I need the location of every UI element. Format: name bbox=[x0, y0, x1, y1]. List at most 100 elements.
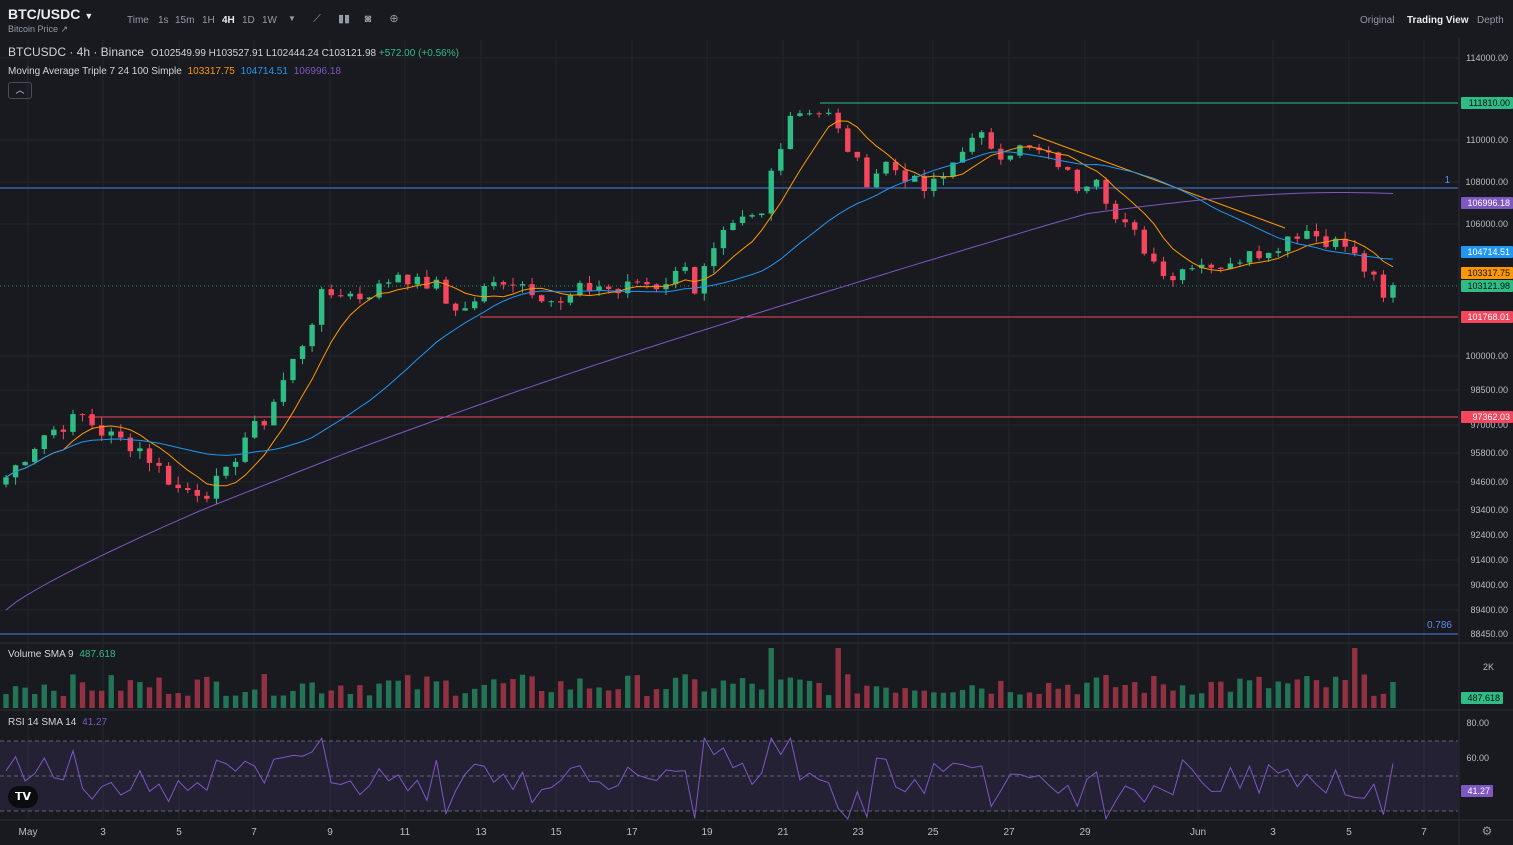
candle-body[interactable] bbox=[1189, 268, 1195, 270]
collapse-legend-button[interactable]: ︿ bbox=[8, 82, 32, 99]
candle-body[interactable] bbox=[452, 303, 459, 311]
candle-body[interactable] bbox=[118, 431, 124, 438]
candle-body[interactable] bbox=[1246, 251, 1253, 263]
candle-body[interactable] bbox=[41, 435, 47, 450]
candle-body[interactable] bbox=[1141, 229, 1147, 254]
candle-body[interactable] bbox=[443, 279, 449, 304]
candle-body[interactable] bbox=[806, 113, 813, 115]
candle-body[interactable] bbox=[950, 162, 956, 177]
candle-body[interactable] bbox=[290, 358, 296, 381]
candle-body[interactable] bbox=[328, 289, 334, 296]
candle-body[interactable] bbox=[252, 421, 258, 438]
candle-body[interactable] bbox=[1151, 253, 1157, 262]
candle-body[interactable] bbox=[242, 437, 248, 462]
candle-body[interactable] bbox=[481, 286, 487, 302]
candle-body[interactable] bbox=[739, 216, 746, 223]
candle-body[interactable] bbox=[749, 215, 755, 217]
candle-body[interactable] bbox=[768, 170, 774, 214]
candle-body[interactable] bbox=[787, 115, 794, 150]
candle-body[interactable] bbox=[1179, 269, 1186, 281]
candle-body[interactable] bbox=[385, 282, 392, 284]
candle-body[interactable] bbox=[1093, 179, 1100, 187]
candle-body[interactable] bbox=[204, 495, 210, 499]
candle-body[interactable] bbox=[538, 295, 545, 302]
candle-body[interactable] bbox=[548, 301, 554, 303]
candle-body[interactable] bbox=[1122, 219, 1128, 223]
candle-body[interactable] bbox=[1390, 285, 1396, 298]
candle-body[interactable] bbox=[1332, 238, 1339, 247]
candle-body[interactable] bbox=[1103, 179, 1109, 204]
candle-body[interactable] bbox=[338, 295, 344, 297]
candle-body[interactable] bbox=[692, 267, 698, 294]
chevron-down-icon[interactable]: ▼ bbox=[84, 11, 94, 21]
timeframe-4h[interactable]: 4H bbox=[222, 15, 235, 26]
candle-body[interactable] bbox=[605, 286, 612, 289]
candle-body[interactable] bbox=[60, 429, 67, 432]
candle-body[interactable] bbox=[70, 414, 76, 432]
candle-body[interactable] bbox=[873, 173, 880, 188]
candle-body[interactable] bbox=[280, 380, 287, 402]
view-depth[interactable]: Depth bbox=[1477, 15, 1504, 26]
tradingview-logo[interactable]: 𝗧𝗩 bbox=[8, 786, 38, 808]
candle-body[interactable] bbox=[1294, 236, 1301, 239]
candle-body[interactable] bbox=[902, 170, 908, 182]
candle-type-icon[interactable]: ▮▮ bbox=[338, 13, 351, 25]
candle-body[interactable] bbox=[1361, 253, 1368, 272]
symbol-subtitle-link[interactable]: Bitcoin Price ↗ bbox=[8, 24, 69, 34]
candle-body[interactable] bbox=[988, 132, 994, 149]
candle-body[interactable] bbox=[634, 281, 641, 283]
candle-body[interactable] bbox=[864, 157, 870, 188]
candle-body[interactable] bbox=[175, 484, 181, 489]
candle-body[interactable] bbox=[271, 401, 277, 426]
candle-body[interactable] bbox=[558, 301, 564, 303]
candle-body[interactable] bbox=[1342, 238, 1348, 247]
candle-body[interactable] bbox=[366, 297, 373, 300]
candle-body[interactable] bbox=[711, 248, 717, 267]
candle-body[interactable] bbox=[529, 284, 535, 296]
candle-body[interactable] bbox=[1227, 263, 1234, 269]
candle-body[interactable] bbox=[108, 431, 114, 436]
candle-body[interactable] bbox=[577, 282, 583, 296]
candle-body[interactable] bbox=[185, 488, 191, 490]
candle-body[interactable] bbox=[1218, 267, 1224, 269]
camera-icon[interactable]: ◙ bbox=[364, 13, 372, 25]
timeframe-1w[interactable]: 1W bbox=[262, 15, 277, 26]
candle-body[interactable] bbox=[165, 465, 172, 485]
candle-body[interactable] bbox=[1237, 262, 1243, 264]
candle-body[interactable] bbox=[318, 289, 325, 325]
candle-body[interactable] bbox=[491, 282, 497, 287]
candle-body[interactable] bbox=[376, 283, 382, 298]
view-trading-view[interactable]: Trading View bbox=[1407, 15, 1469, 26]
trend-line[interactable] bbox=[1032, 134, 1286, 229]
candle-body[interactable] bbox=[1275, 251, 1281, 253]
view-original[interactable]: Original bbox=[1360, 15, 1395, 26]
candle-body[interactable] bbox=[213, 475, 220, 499]
candle-body[interactable] bbox=[586, 282, 593, 291]
candle-body[interactable] bbox=[433, 279, 440, 289]
candle-body[interactable] bbox=[299, 346, 306, 359]
candle-body[interactable] bbox=[940, 176, 947, 179]
candle-body[interactable] bbox=[1285, 236, 1291, 252]
candle-body[interactable] bbox=[223, 466, 229, 476]
candle-body[interactable] bbox=[1304, 230, 1310, 239]
candle-body[interactable] bbox=[825, 112, 832, 114]
candle-body[interactable] bbox=[127, 437, 134, 452]
candle-body[interactable] bbox=[519, 284, 526, 286]
candle-body[interactable] bbox=[261, 421, 267, 426]
candle-body[interactable] bbox=[232, 461, 239, 467]
candle-body[interactable] bbox=[1256, 251, 1262, 259]
candle-body[interactable] bbox=[31, 449, 38, 462]
more-timeframes-icon[interactable]: ▼ bbox=[288, 14, 296, 23]
candle-body[interactable] bbox=[424, 276, 430, 289]
candle-body[interactable] bbox=[1084, 186, 1090, 192]
candle-body[interactable] bbox=[51, 429, 57, 436]
candle-body[interactable] bbox=[1074, 169, 1081, 192]
candle-body[interactable] bbox=[395, 274, 401, 283]
candle-body[interactable] bbox=[1065, 167, 1071, 170]
candle-body[interactable] bbox=[1112, 203, 1119, 220]
candle-body[interactable] bbox=[22, 461, 28, 466]
candle-body[interactable] bbox=[357, 293, 363, 300]
timeframe-1s[interactable]: 1s bbox=[158, 15, 169, 26]
add-indicator-icon[interactable]: ⊕ bbox=[389, 13, 399, 25]
